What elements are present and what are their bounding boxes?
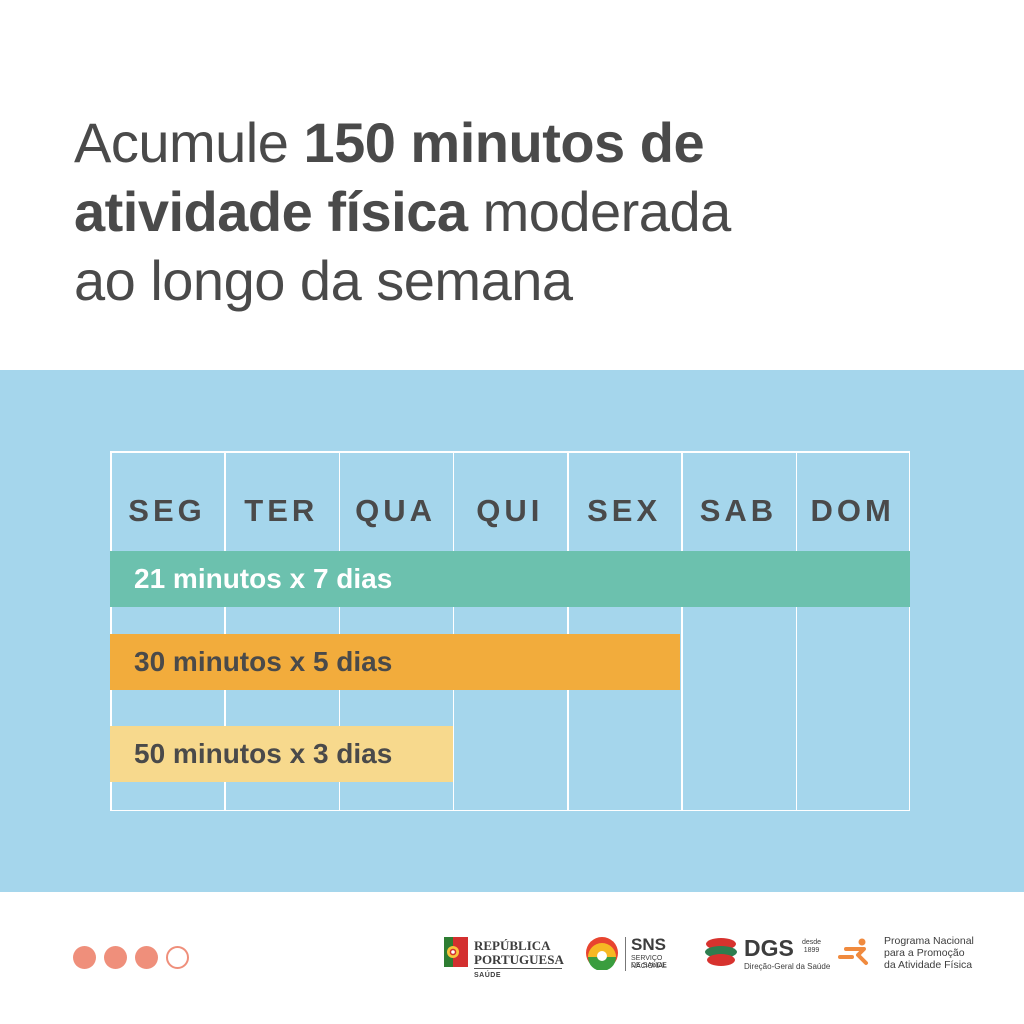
sns-title: SNS: [631, 935, 666, 954]
programa-line-1: Programa Nacional: [884, 935, 974, 947]
grid-column-line: [795, 451, 798, 811]
republica-line-3: SAÚDE: [474, 972, 502, 979]
republica-line-2: PORTUGUESA: [474, 952, 564, 967]
portuguese-flag-icon: [444, 937, 468, 967]
grid-column-line: [908, 451, 910, 811]
pagination-dot-filled[interactable]: [104, 946, 127, 969]
headline-emphasis: 150 minutos de: [303, 111, 705, 174]
week-grid: SEG TER QUA QUI SEX SAB DOM: [110, 451, 910, 811]
pagination-dot-filled[interactable]: [73, 946, 96, 969]
headline-text: Acumule: [74, 111, 304, 174]
grid-top-border: [110, 451, 910, 453]
dgs-subtitle: Direção-Geral da Saúde: [744, 962, 831, 971]
headline-line-2: atividade física moderada: [74, 177, 954, 246]
option-bar-5-days: 30 minutos x 5 dias: [110, 634, 680, 690]
grid-column-line: [338, 451, 341, 811]
headline: Acumule 150 minutos de atividade física …: [74, 108, 954, 315]
headline-emphasis: atividade física: [74, 180, 468, 243]
sns-subtitle-1: SERVIÇO NACIONAL: [631, 955, 667, 970]
headline-text: moderada: [467, 180, 732, 243]
grid-column-line: [567, 451, 569, 811]
day-label-qua: QUA: [355, 493, 436, 528]
programa-line-3: da Atividade Física: [884, 959, 973, 971]
sns-emblem-icon: [586, 937, 618, 970]
option-bar-7-days: 21 minutos x 7 dias: [110, 551, 910, 607]
grid-column-line: [452, 451, 455, 811]
dgs-since-year: 1899: [803, 947, 820, 954]
day-label-qui: QUI: [476, 493, 544, 528]
headline-line-3: ao longo da semana: [74, 246, 954, 315]
sns-subtitle-2: DE SAÚDE: [631, 962, 667, 969]
programa-text: Programa Nacional para a Promoção da Ati…: [884, 935, 974, 971]
logo-divider: [625, 937, 626, 971]
grid-column-line: [224, 451, 226, 811]
schedule-panel: [0, 370, 1024, 892]
grid-bottom-border: [110, 809, 910, 811]
headline-text: ao longo da semana: [74, 249, 573, 312]
grid-column-line: [110, 451, 112, 811]
dgs-since: desde 1899: [802, 939, 821, 955]
grid-column-line: [681, 451, 683, 811]
pagination-dot-current[interactable]: [166, 946, 189, 969]
day-label-seg: SEG: [128, 493, 206, 528]
pagination-dots: [73, 946, 189, 969]
programa-line-2: para a Promoção: [884, 947, 965, 959]
pagination-dot-filled[interactable]: [135, 946, 158, 969]
running-figure-icon: [838, 938, 868, 965]
logo-divider: [474, 968, 562, 969]
option-bar-3-days: 50 minutos x 3 dias: [110, 726, 453, 782]
dgs-title: DGS: [744, 935, 794, 961]
dgs-emblem-icon: [705, 938, 737, 966]
partner-logos: REPÚBLICA PORTUGUESA SAÚDE SNS SERVIÇO N…: [440, 935, 1000, 983]
republica-line-1: REPÚBLICA: [474, 938, 551, 953]
day-label-sab: SAB: [699, 493, 778, 528]
dgs-since-word: desde: [802, 939, 822, 946]
headline-line-1: Acumule 150 minutos de: [74, 108, 954, 177]
day-label-ter: TER: [244, 493, 319, 528]
day-label-sex: SEX: [587, 493, 662, 528]
day-label-dom: DOM: [810, 493, 895, 528]
